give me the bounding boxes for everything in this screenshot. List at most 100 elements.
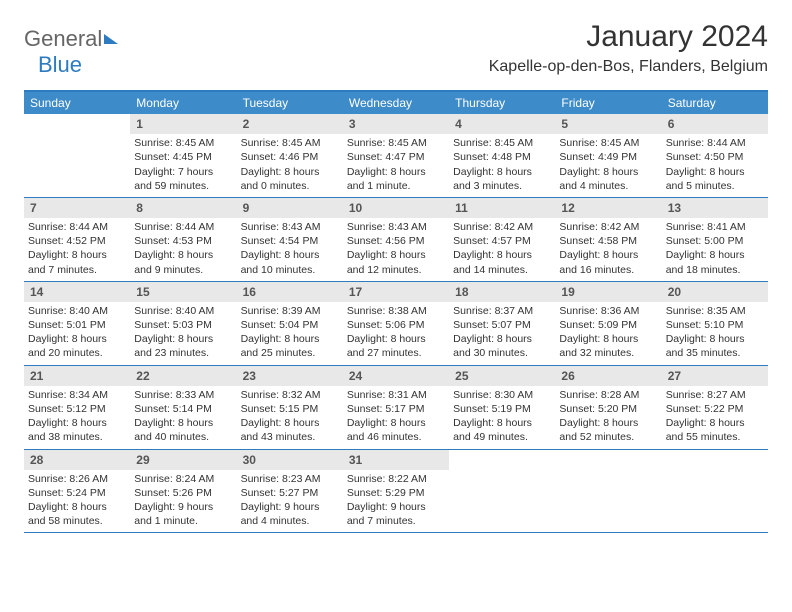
calendar-week-row: 1Sunrise: 8:45 AMSunset: 4:45 PMDaylight…: [24, 114, 768, 198]
sunset-text: Sunset: 5:04 PM: [241, 318, 339, 332]
daylight-text: Daylight: 8 hours and 20 minutes.: [28, 332, 126, 360]
day-number: 14: [24, 282, 130, 302]
day-details: Sunrise: 8:39 AMSunset: 5:04 PMDaylight:…: [237, 302, 343, 365]
sunrise-text: Sunrise: 8:23 AM: [241, 472, 339, 486]
calendar-day-cell: 22Sunrise: 8:33 AMSunset: 5:14 PMDayligh…: [130, 366, 236, 449]
weekday-header-row: Sunday Monday Tuesday Wednesday Thursday…: [24, 92, 768, 114]
day-number: 4: [449, 114, 555, 134]
sunset-text: Sunset: 5:12 PM: [28, 402, 126, 416]
sunset-text: Sunset: 5:29 PM: [347, 486, 445, 500]
day-number: 24: [343, 366, 449, 386]
sunrise-text: Sunrise: 8:31 AM: [347, 388, 445, 402]
calendar-day-cell: 14Sunrise: 8:40 AMSunset: 5:01 PMDayligh…: [24, 282, 130, 365]
sunrise-text: Sunrise: 8:44 AM: [666, 136, 764, 150]
weekday-header: Sunday: [24, 92, 130, 114]
sunrise-text: Sunrise: 8:38 AM: [347, 304, 445, 318]
day-number: 3: [343, 114, 449, 134]
day-number: 31: [343, 450, 449, 470]
day-details: Sunrise: 8:27 AMSunset: 5:22 PMDaylight:…: [662, 386, 768, 449]
day-number: 11: [449, 198, 555, 218]
day-number: 18: [449, 282, 555, 302]
daylight-text: Daylight: 8 hours and 30 minutes.: [453, 332, 551, 360]
sunrise-text: Sunrise: 8:22 AM: [347, 472, 445, 486]
day-number: 28: [24, 450, 130, 470]
weekday-header: Friday: [555, 92, 661, 114]
day-number: 25: [449, 366, 555, 386]
daylight-text: Daylight: 8 hours and 38 minutes.: [28, 416, 126, 444]
sunrise-text: Sunrise: 8:26 AM: [28, 472, 126, 486]
sunset-text: Sunset: 5:10 PM: [666, 318, 764, 332]
calendar-day-cell: 20Sunrise: 8:35 AMSunset: 5:10 PMDayligh…: [662, 282, 768, 365]
sunrise-text: Sunrise: 8:36 AM: [559, 304, 657, 318]
sunset-text: Sunset: 4:57 PM: [453, 234, 551, 248]
sunrise-text: Sunrise: 8:30 AM: [453, 388, 551, 402]
sunrise-text: Sunrise: 8:44 AM: [28, 220, 126, 234]
brand-part2: Blue: [38, 52, 82, 77]
day-details: Sunrise: 8:35 AMSunset: 5:10 PMDaylight:…: [662, 302, 768, 365]
day-number: 19: [555, 282, 661, 302]
sunrise-text: Sunrise: 8:34 AM: [28, 388, 126, 402]
sunset-text: Sunset: 5:26 PM: [134, 486, 232, 500]
calendar-week-row: 21Sunrise: 8:34 AMSunset: 5:12 PMDayligh…: [24, 366, 768, 450]
calendar-day-cell: 16Sunrise: 8:39 AMSunset: 5:04 PMDayligh…: [237, 282, 343, 365]
day-number: 6: [662, 114, 768, 134]
calendar-day-cell: 1Sunrise: 8:45 AMSunset: 4:45 PMDaylight…: [130, 114, 236, 197]
day-number: 2: [237, 114, 343, 134]
sunset-text: Sunset: 5:17 PM: [347, 402, 445, 416]
day-details: Sunrise: 8:38 AMSunset: 5:06 PMDaylight:…: [343, 302, 449, 365]
sunset-text: Sunset: 4:48 PM: [453, 150, 551, 164]
daylight-text: Daylight: 9 hours and 7 minutes.: [347, 500, 445, 528]
day-details: Sunrise: 8:44 AMSunset: 4:50 PMDaylight:…: [662, 134, 768, 197]
day-details: Sunrise: 8:45 AMSunset: 4:47 PMDaylight:…: [343, 134, 449, 197]
daylight-text: Daylight: 8 hours and 58 minutes.: [28, 500, 126, 528]
title-block: January 2024 Kapelle-op-den-Bos, Flander…: [489, 20, 768, 76]
sunset-text: Sunset: 5:19 PM: [453, 402, 551, 416]
sunrise-text: Sunrise: 8:40 AM: [28, 304, 126, 318]
daylight-text: Daylight: 8 hours and 49 minutes.: [453, 416, 551, 444]
sunset-text: Sunset: 5:07 PM: [453, 318, 551, 332]
sunset-text: Sunset: 5:20 PM: [559, 402, 657, 416]
calendar-day-cell: 3Sunrise: 8:45 AMSunset: 4:47 PMDaylight…: [343, 114, 449, 197]
calendar-day-cell: [449, 450, 555, 533]
sunrise-text: Sunrise: 8:45 AM: [453, 136, 551, 150]
daylight-text: Daylight: 8 hours and 5 minutes.: [666, 165, 764, 193]
brand-logo: General Blue: [24, 20, 118, 78]
daylight-text: Daylight: 7 hours and 59 minutes.: [134, 165, 232, 193]
sunrise-text: Sunrise: 8:27 AM: [666, 388, 764, 402]
daylight-text: Daylight: 9 hours and 4 minutes.: [241, 500, 339, 528]
sunrise-text: Sunrise: 8:43 AM: [241, 220, 339, 234]
day-number: 30: [237, 450, 343, 470]
daylight-text: Daylight: 8 hours and 9 minutes.: [134, 248, 232, 276]
month-title: January 2024: [489, 20, 768, 54]
day-number: 8: [130, 198, 236, 218]
day-details: Sunrise: 8:36 AMSunset: 5:09 PMDaylight:…: [555, 302, 661, 365]
daylight-text: Daylight: 9 hours and 1 minute.: [134, 500, 232, 528]
calendar-week-row: 28Sunrise: 8:26 AMSunset: 5:24 PMDayligh…: [24, 450, 768, 534]
calendar-day-cell: 26Sunrise: 8:28 AMSunset: 5:20 PMDayligh…: [555, 366, 661, 449]
day-number: 7: [24, 198, 130, 218]
sunset-text: Sunset: 4:58 PM: [559, 234, 657, 248]
calendar-day-cell: 2Sunrise: 8:45 AMSunset: 4:46 PMDaylight…: [237, 114, 343, 197]
sunset-text: Sunset: 4:45 PM: [134, 150, 232, 164]
sunset-text: Sunset: 5:22 PM: [666, 402, 764, 416]
daylight-text: Daylight: 8 hours and 12 minutes.: [347, 248, 445, 276]
calendar-day-cell: 29Sunrise: 8:24 AMSunset: 5:26 PMDayligh…: [130, 450, 236, 533]
sunrise-text: Sunrise: 8:28 AM: [559, 388, 657, 402]
day-number: 26: [555, 366, 661, 386]
daylight-text: Daylight: 8 hours and 35 minutes.: [666, 332, 764, 360]
daylight-text: Daylight: 8 hours and 55 minutes.: [666, 416, 764, 444]
page-header: General Blue January 2024 Kapelle-op-den…: [24, 20, 768, 78]
day-details: Sunrise: 8:33 AMSunset: 5:14 PMDaylight:…: [130, 386, 236, 449]
sunrise-text: Sunrise: 8:45 AM: [241, 136, 339, 150]
brand-part1: General: [24, 26, 102, 51]
calendar-day-cell: 5Sunrise: 8:45 AMSunset: 4:49 PMDaylight…: [555, 114, 661, 197]
sunset-text: Sunset: 4:52 PM: [28, 234, 126, 248]
sunrise-text: Sunrise: 8:24 AM: [134, 472, 232, 486]
calendar-day-cell: 12Sunrise: 8:42 AMSunset: 4:58 PMDayligh…: [555, 198, 661, 281]
day-details: Sunrise: 8:43 AMSunset: 4:56 PMDaylight:…: [343, 218, 449, 281]
day-number: 1: [130, 114, 236, 134]
weekday-header: Saturday: [662, 92, 768, 114]
sunrise-text: Sunrise: 8:43 AM: [347, 220, 445, 234]
day-number: 9: [237, 198, 343, 218]
day-details: Sunrise: 8:44 AMSunset: 4:52 PMDaylight:…: [24, 218, 130, 281]
